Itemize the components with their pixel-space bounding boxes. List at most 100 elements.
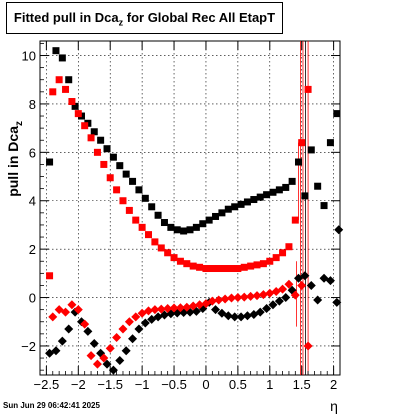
y-tick-label: 10 (22, 49, 36, 64)
point-diamond (255, 307, 265, 317)
point-diamond (214, 295, 224, 305)
point-diamond (89, 339, 99, 349)
point-square (212, 212, 220, 220)
point-diamond (211, 305, 221, 315)
point-diamond (67, 300, 77, 310)
point-square (62, 85, 70, 93)
point-diamond (150, 305, 160, 315)
point-diamond (274, 296, 284, 306)
point-square (119, 197, 127, 205)
point-diamond (144, 306, 154, 316)
point-square (291, 216, 299, 224)
point-diamond (300, 271, 310, 281)
point-diamond (61, 307, 71, 317)
chart-title-box: Fitted pull in Dcaz for Global Rec All E… (6, 2, 283, 34)
point-diamond (233, 293, 243, 303)
point-square (227, 265, 235, 273)
x-axis-label: η (330, 398, 338, 414)
point-square (275, 186, 283, 194)
point-square (170, 254, 178, 262)
point-diamond (86, 351, 96, 361)
point-diamond (325, 276, 335, 286)
point-square (288, 177, 296, 185)
point-diamond (297, 280, 307, 290)
point-square (49, 88, 57, 96)
point-diamond (226, 293, 236, 303)
point-square (135, 186, 143, 194)
chart-title: Fitted pull in Dcaz for Global Rec All E… (13, 10, 276, 28)
point-diamond (265, 288, 275, 298)
point-square (46, 272, 54, 280)
point-diamond (73, 305, 83, 315)
point-diamond (175, 303, 185, 313)
point-square (259, 260, 267, 268)
data-points (45, 47, 344, 375)
point-diamond (313, 295, 323, 305)
point-square (148, 203, 156, 211)
point-diamond (83, 326, 93, 336)
point-square (93, 148, 101, 156)
x-tick-label: −0.5 (161, 377, 187, 392)
point-square (208, 265, 216, 273)
point-square (71, 102, 79, 110)
point-square (215, 265, 223, 273)
point-square (298, 139, 306, 147)
point-square (125, 206, 133, 214)
point-diamond (112, 332, 122, 342)
point-square (250, 196, 258, 204)
point-diamond (80, 319, 90, 329)
point-diamond (284, 279, 294, 289)
point-diamond (163, 303, 173, 313)
point-square (141, 194, 149, 202)
x-tick-label: 2 (330, 377, 337, 392)
point-square (154, 211, 162, 219)
point-square (176, 257, 184, 265)
point-diamond (332, 297, 342, 307)
x-tick-label: 1.5 (293, 377, 311, 392)
point-square (113, 186, 121, 194)
point-square (202, 265, 210, 273)
point-diamond (140, 318, 150, 328)
point-square (301, 192, 309, 200)
y-tick-label: 0 (29, 291, 36, 306)
point-square (186, 226, 194, 234)
point-square (68, 98, 76, 106)
point-square (295, 158, 303, 166)
point-diamond (223, 311, 233, 321)
x-tick-label: −2 (71, 377, 86, 392)
point-diamond (115, 355, 125, 365)
point-square (106, 174, 114, 182)
point-square (87, 134, 95, 142)
point-diamond (281, 293, 291, 303)
plot-frame (39, 40, 341, 376)
point-square (256, 193, 264, 201)
point-diamond (306, 280, 316, 290)
point-diamond (102, 359, 112, 369)
point-square (266, 257, 274, 265)
point-square (52, 47, 60, 55)
point-diamond (207, 296, 217, 306)
point-diamond (258, 290, 268, 300)
y-axis-label: pull in Dcaz (5, 121, 25, 197)
point-square (173, 226, 181, 234)
point-diamond (131, 312, 141, 322)
point-diamond (134, 324, 144, 334)
point-diamond (105, 343, 115, 353)
x-tick-label: 0 (202, 377, 209, 392)
point-diamond (242, 311, 252, 321)
x-tick-label: 0.5 (229, 377, 247, 392)
point-diamond (99, 353, 109, 363)
point-square (237, 200, 245, 208)
point-square (304, 85, 312, 93)
point-square (320, 202, 328, 210)
point-square (55, 76, 63, 84)
point-diamond (48, 312, 58, 322)
point-diamond (262, 303, 272, 313)
x-tick-label: −1.5 (97, 377, 123, 392)
point-diamond (128, 334, 138, 344)
point-square (58, 54, 66, 62)
point-diamond (252, 291, 262, 301)
point-square (81, 122, 89, 130)
point-square (314, 182, 322, 190)
point-diamond (303, 341, 313, 351)
